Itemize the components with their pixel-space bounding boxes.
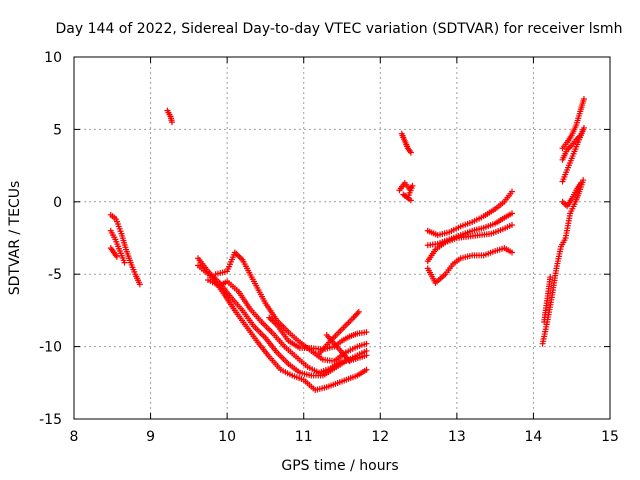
series-arc-3g <box>323 332 353 365</box>
series-arc-1a <box>107 211 143 288</box>
series-arc-6c <box>559 95 587 152</box>
data-point <box>169 119 176 126</box>
data-point <box>363 366 370 373</box>
data-point <box>113 253 120 260</box>
series-arc-4a <box>398 130 414 156</box>
series-arc-3a <box>195 255 370 379</box>
data-point <box>363 340 370 347</box>
x-tick-label: 12 <box>371 429 389 445</box>
x-tick-label: 11 <box>295 429 313 445</box>
data-point <box>346 358 353 365</box>
y-tick-label: 5 <box>53 122 62 138</box>
data-point <box>363 329 370 336</box>
series-arc-6b <box>559 124 587 185</box>
data-point <box>136 281 143 288</box>
data-point <box>508 221 515 228</box>
y-tick-label: -10 <box>39 340 62 356</box>
x-tick-label: 15 <box>601 429 619 445</box>
data-point <box>577 179 584 186</box>
x-axis-title: GPS time / hours <box>281 458 398 474</box>
x-tick-label: 10 <box>218 429 236 445</box>
series-arc-3b <box>195 262 370 394</box>
series-arc-5a <box>424 188 515 239</box>
data-point <box>407 149 414 156</box>
series-arc-6e <box>559 179 584 210</box>
series-arc-5b <box>424 210 515 249</box>
series-arc-6f <box>541 274 554 325</box>
data-point <box>363 352 370 359</box>
y-axis-title: SDTVAR / TECUs <box>7 181 23 296</box>
data-point <box>355 308 362 315</box>
axis-layer: 8 9 10 11 12 13 14 15 -15 -10 -5 0 5 10 <box>39 50 619 445</box>
x-tick-label: 9 <box>146 429 155 445</box>
series-arc-1b <box>107 227 128 266</box>
series-arc-2 <box>164 107 176 126</box>
x-tick-label: 8 <box>70 429 79 445</box>
series-arc-5d <box>424 245 515 286</box>
data-point <box>577 132 584 139</box>
series-arc-3c <box>205 276 370 376</box>
plot-frame <box>73 56 611 420</box>
series-arc-5c <box>424 221 515 265</box>
data-point <box>580 95 587 102</box>
chart-title: Day 144 of 2022, Sidereal Day-to-day VTE… <box>56 21 623 37</box>
y-tick-label: 0 <box>53 195 62 211</box>
data-point <box>508 210 515 217</box>
data-point <box>121 259 128 266</box>
x-tick-label: 13 <box>448 429 466 445</box>
series-arc-6d <box>559 132 584 163</box>
data-point <box>580 124 587 131</box>
x-tick-label: 14 <box>525 429 543 445</box>
data-point <box>547 274 554 281</box>
series-arc-1c <box>107 245 120 260</box>
data-point <box>508 249 515 256</box>
data-point <box>508 188 515 195</box>
data-point <box>407 197 414 204</box>
y-tick-label: -15 <box>39 412 62 428</box>
series-arc-3d <box>212 249 370 365</box>
data-layer <box>107 95 587 394</box>
series-arc-4b <box>396 179 416 204</box>
y-tick-label: 10 <box>44 50 62 66</box>
y-tick-label: -5 <box>48 267 62 283</box>
